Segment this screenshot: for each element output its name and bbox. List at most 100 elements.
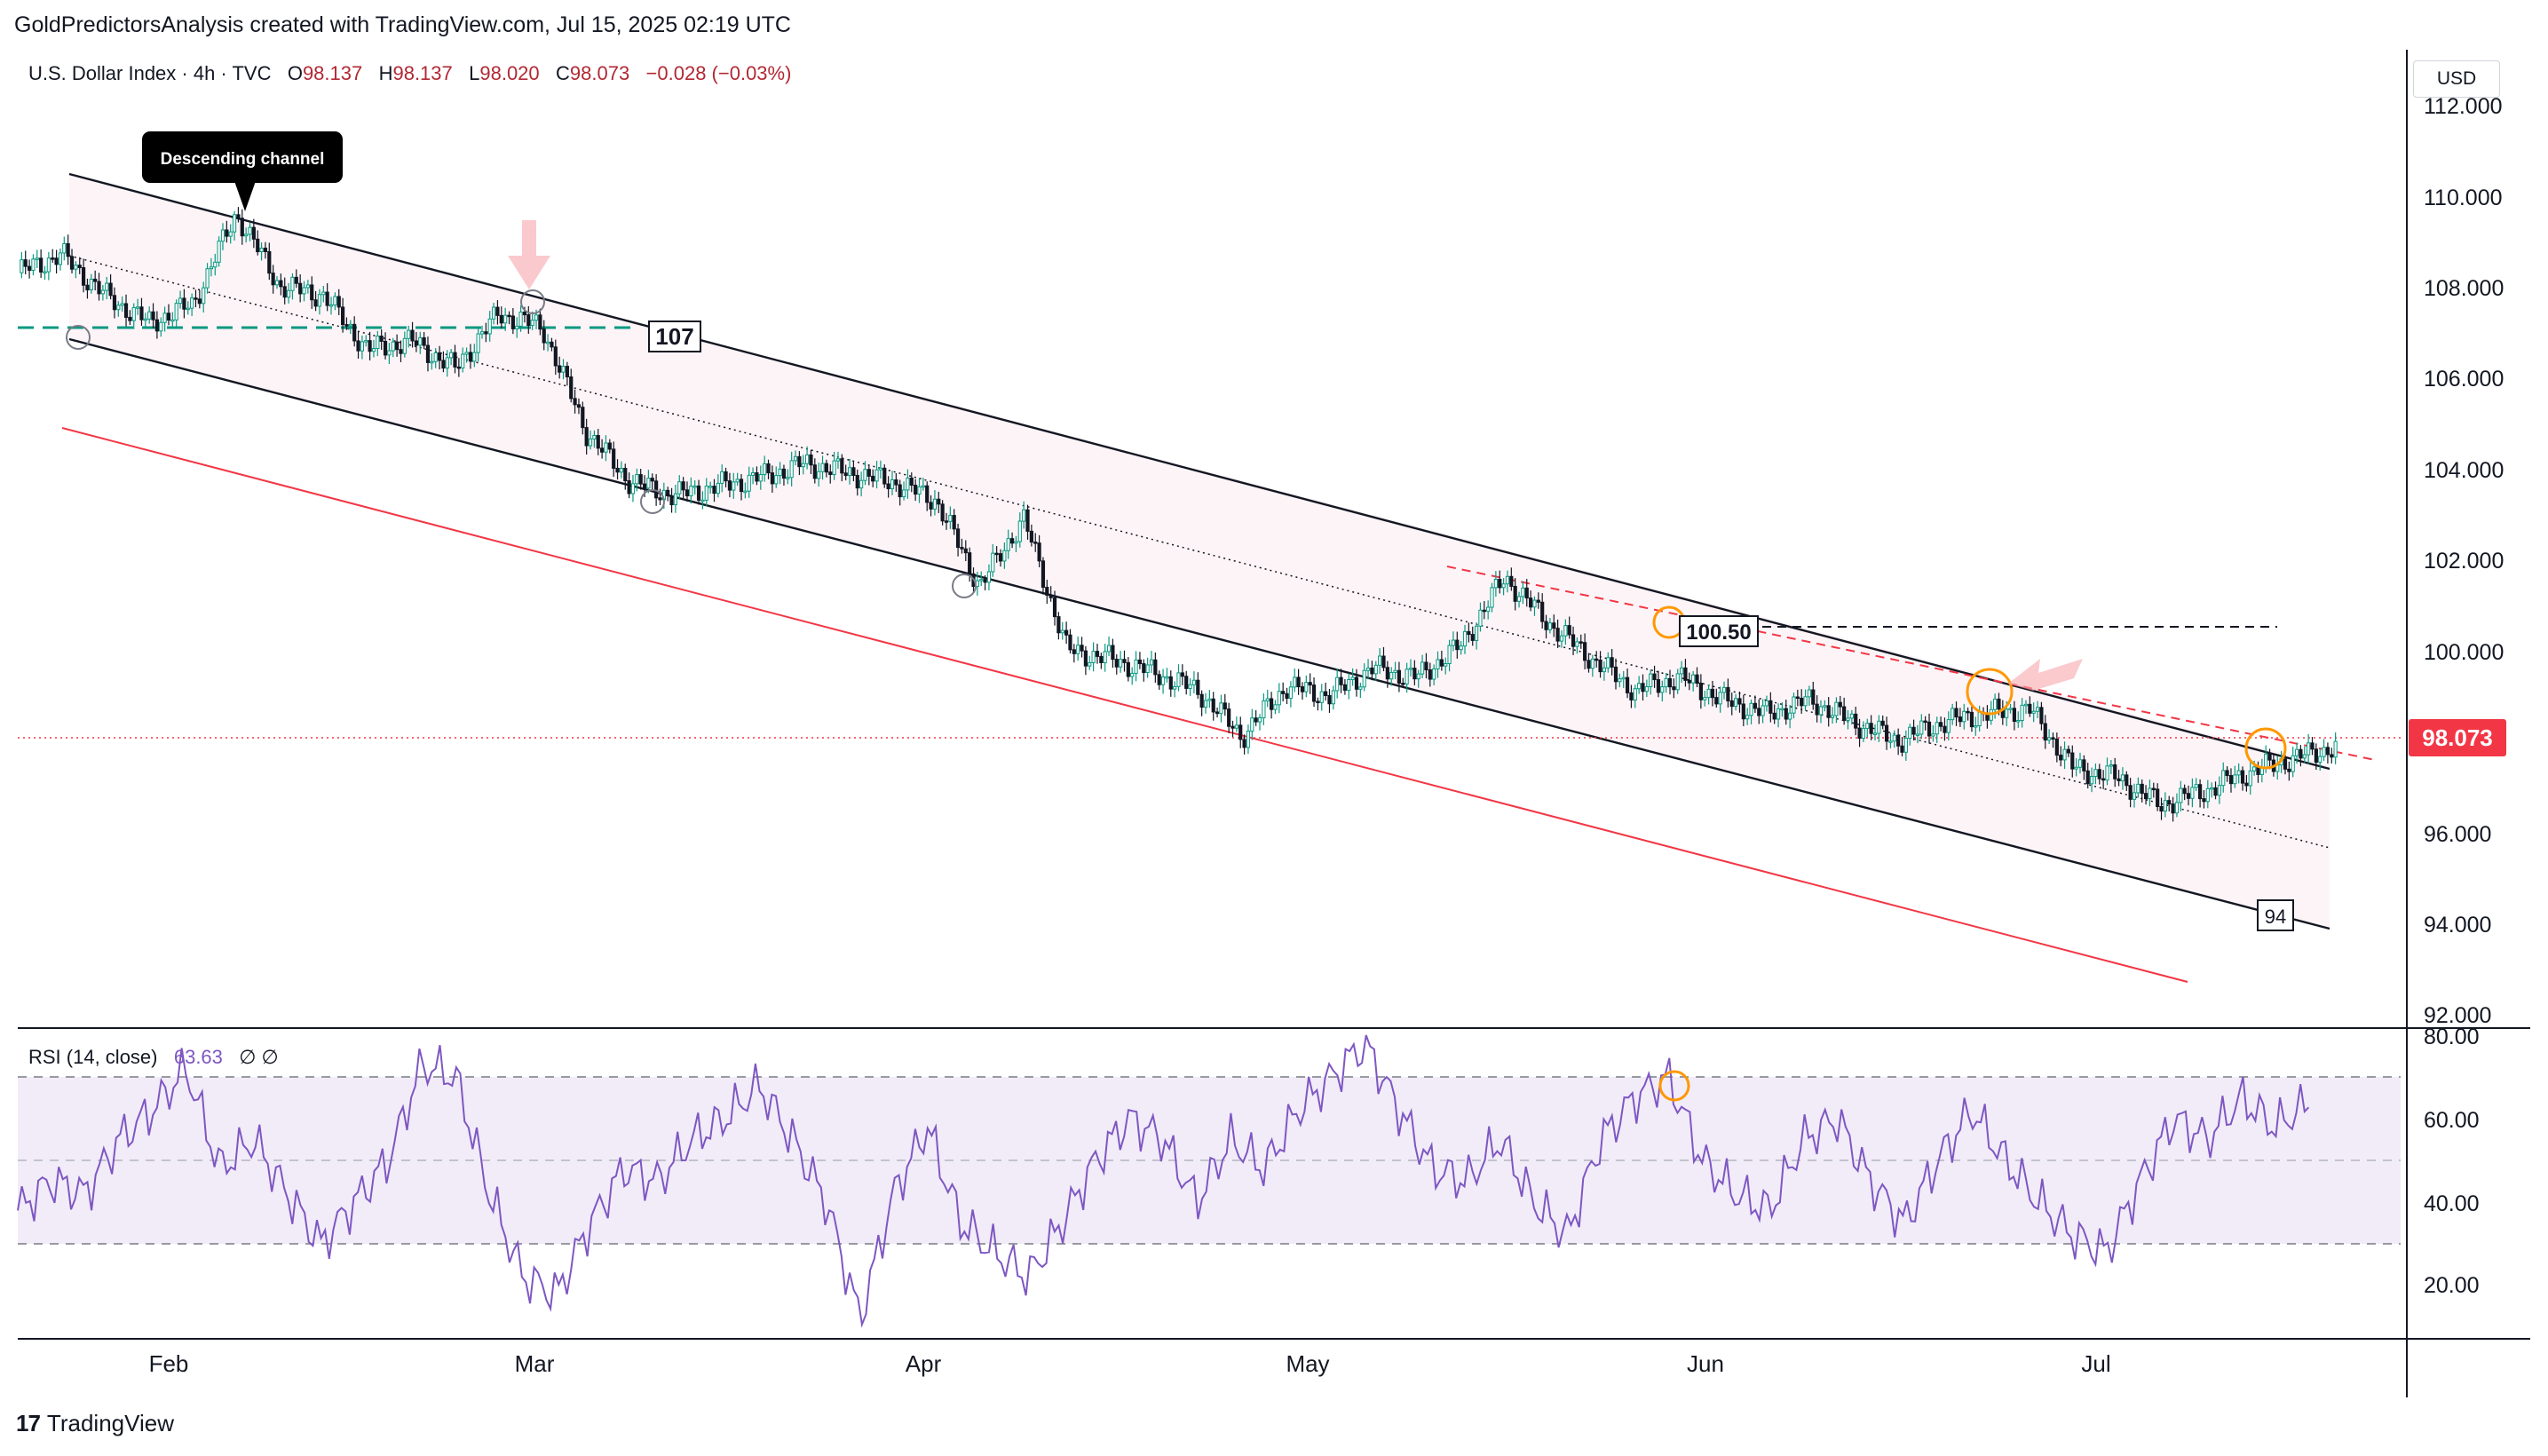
candle-body: [1184, 676, 1189, 689]
candle-body: [1444, 662, 1448, 667]
support-line[interactable]: [61, 427, 2188, 983]
currency-button[interactable]: USD: [2413, 60, 2500, 98]
highlight-circle-2[interactable]: [1966, 668, 2014, 716]
candle-body: [422, 336, 426, 346]
pivot-circle-2[interactable]: [520, 289, 545, 314]
candle-body: [1420, 661, 1425, 675]
candle-body: [1342, 684, 1348, 691]
price-axis[interactable]: 112.000 110.000 108.000 106.000 104.000 …: [2424, 94, 2504, 1028]
candle-body: [1532, 599, 1537, 608]
candle-body: [1347, 678, 1351, 691]
candle-body: [1365, 667, 1371, 671]
candle-body: [294, 276, 298, 284]
rsi-label[interactable]: RSI (14, close): [28, 1046, 158, 1068]
symbol-name[interactable]: U.S. Dollar Index · 4h · TVC: [28, 62, 272, 84]
candle-body: [786, 477, 790, 479]
candle-body: [550, 341, 554, 348]
candle-body: [1358, 686, 1363, 690]
time-axis[interactable]: Feb Mar Apr May Jun Jul: [149, 1350, 2111, 1377]
candle-body: [1951, 708, 1955, 721]
pivot-circle-1[interactable]: [66, 325, 91, 350]
candle-body: [2252, 766, 2257, 772]
channel-upper-line[interactable]: [68, 172, 2330, 771]
candle-body: [859, 479, 864, 489]
candle-body: [607, 442, 612, 450]
arrow-down-icon[interactable]: [508, 220, 550, 289]
pivot-circle-4[interactable]: [952, 574, 977, 598]
candle-body: [2132, 792, 2137, 800]
candle-body: [251, 226, 256, 240]
candle-body: [874, 469, 879, 482]
candle-body: [1908, 726, 1912, 739]
candle-body: [2310, 742, 2315, 750]
candle-body: [1695, 674, 1699, 684]
candle-body: [1857, 727, 1862, 740]
candle-body: [1165, 676, 1169, 679]
candle-body: [267, 250, 272, 274]
candle-body: [510, 315, 515, 329]
candle-body: [1103, 651, 1107, 664]
resistance-dashed-line[interactable]: [1446, 566, 2376, 761]
candle-body: [286, 289, 291, 298]
candle-body: [2031, 710, 2036, 714]
candle-body: [1915, 733, 1920, 736]
candle-body: [1698, 683, 1703, 700]
tradingview-logo[interactable]: 17 TradingView: [16, 1410, 174, 1437]
pivot-circle-3[interactable]: [640, 489, 665, 514]
rsi-axis[interactable]: 80.00 60.00 40.00 20.00: [2424, 1025, 2480, 1298]
candle-body: [1888, 740, 1893, 743]
candle-body: [1903, 737, 1908, 753]
candle-body: [1486, 606, 1491, 612]
candle-body: [407, 329, 411, 339]
candle-body: [1652, 673, 1657, 681]
highlight-circle-3[interactable]: [2244, 727, 2287, 770]
candle-body: [2117, 778, 2121, 781]
candle-body: [553, 346, 558, 367]
candle-body: [209, 266, 214, 270]
candle-body: [499, 314, 503, 324]
candle-body: [1072, 649, 1076, 654]
level-107-label[interactable]: 107: [648, 320, 701, 352]
candle-body: [1795, 696, 1800, 700]
candle-body: [658, 497, 662, 501]
candle-body: [1637, 683, 1642, 690]
last-price-badge[interactable]: 98.073: [2409, 719, 2506, 756]
candle-body: [2066, 748, 2071, 754]
arrow-left-icon[interactable]: [2008, 659, 2083, 691]
candle-body: [2039, 707, 2044, 724]
candle-body: [758, 474, 763, 482]
rsi-legend[interactable]: RSI (14, close) 63.63 ∅ ∅: [28, 1046, 279, 1069]
candle-body: [2333, 740, 2338, 758]
candle-body: [1324, 691, 1328, 696]
candle-body: [732, 481, 736, 491]
rsi-highlight-circle[interactable]: [1658, 1070, 1690, 1102]
candle-body: [2318, 756, 2322, 764]
level-100-50-label[interactable]: 100.50: [1679, 615, 1759, 647]
candle-body: [328, 304, 334, 307]
candle-body: [1227, 708, 1231, 727]
candle-body: [1896, 734, 1901, 747]
symbol-legend[interactable]: U.S. Dollar Index · 4h · TVC O98.137 H98…: [28, 62, 791, 85]
candle-body: [2113, 764, 2117, 779]
candle-body: [2330, 754, 2334, 758]
channel-lower-line[interactable]: [68, 337, 2330, 930]
low-value: 98.020: [479, 62, 540, 84]
candle-body: [991, 552, 995, 573]
candle-body: [348, 323, 352, 327]
candle-body: [116, 305, 121, 311]
candle-body: [2148, 787, 2152, 800]
candle-body: [360, 341, 364, 352]
descending-channel-callout[interactable]: Descending channel: [142, 131, 343, 211]
candle-body: [2264, 753, 2268, 769]
candle-body: [105, 282, 109, 291]
candle-body: [1091, 651, 1096, 664]
candle-body: [828, 471, 833, 475]
candle-body: [1818, 706, 1824, 716]
candle-body: [1749, 702, 1753, 716]
level-94-label[interactable]: 94: [2257, 899, 2294, 931]
candle-body: [1923, 720, 1927, 724]
channel-mid-line[interactable]: [68, 255, 2330, 849]
candle-body: [1412, 668, 1417, 680]
candle-body: [1009, 538, 1015, 544]
